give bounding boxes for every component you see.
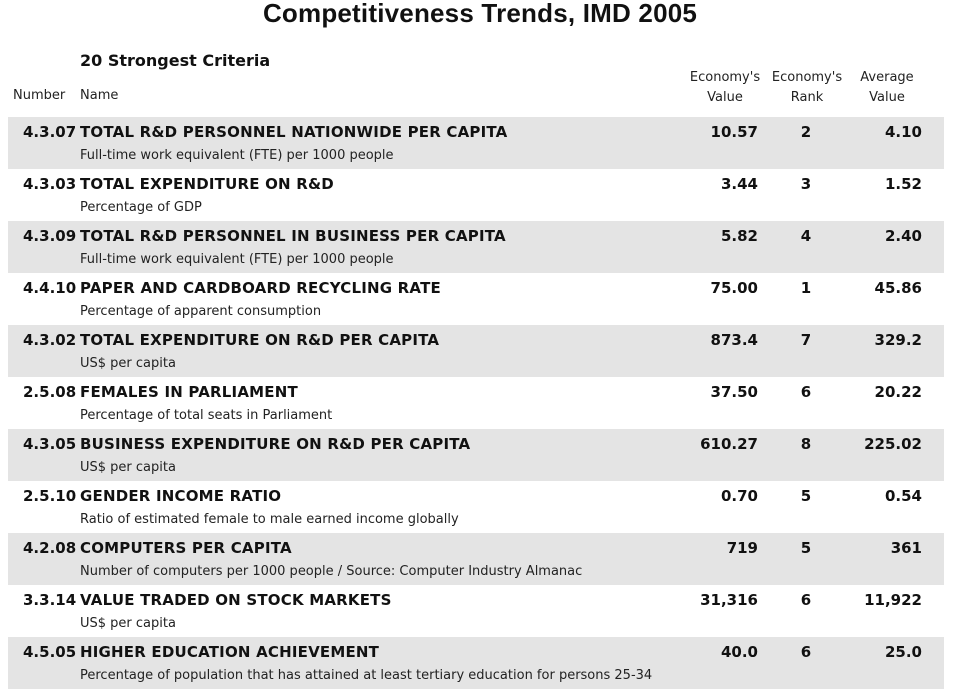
row-economy-value: 873.4 <box>710 331 758 349</box>
row-description: Percentage of GDP <box>80 200 202 215</box>
row-average-value: 4.10 <box>884 123 922 141</box>
row-description: Percentage of apparent consumption <box>80 304 322 319</box>
row-number: 4.3.07 <box>23 123 77 141</box>
row-number: 3.3.14 <box>23 591 77 609</box>
table-row: 4.3.03 TOTAL EXPENDITURE ON R&D 3.44 3 1.52 P… <box>8 169 944 221</box>
row-economy-rank: 1 <box>800 279 812 297</box>
row-number: 4.3.09 <box>23 227 77 245</box>
row-economy-rank: 8 <box>800 435 812 453</box>
table-body: 4.3.07 TOTAL R&D PERSONNEL NATIONWIDE PER… <box>8 117 944 689</box>
row-economy-rank: 3 <box>800 175 812 193</box>
row-economy-rank: 5 <box>800 487 812 505</box>
row-name: BUSINESS EXPENDITURE ON R&D PER CAPITA <box>80 435 471 453</box>
row-number: 2.5.10 <box>23 487 77 505</box>
table-row: 2.5.10 GENDER INCOME RATIO 0.70 5 0.54 Ratio … <box>8 481 944 533</box>
row-name: PAPER AND CARDBOARD RECYCLING RATE <box>80 279 441 297</box>
row-economy-value: 610.27 <box>700 435 758 453</box>
row-name: FEMALES IN PARLIAMENT <box>80 383 298 401</box>
row-description: Number of computers per 1000 people / So… <box>80 564 583 579</box>
row-name: HIGHER EDUCATION ACHIEVEMENT <box>80 643 380 661</box>
row-economy-rank: 4 <box>800 227 812 245</box>
row-name: TOTAL R&D PERSONNEL NATIONWIDE PER CAPIT… <box>80 123 508 141</box>
header-average-value: Average Value <box>852 68 922 108</box>
header-economy-value-line2: Value <box>707 90 743 105</box>
row-number: 4.3.02 <box>23 331 77 349</box>
row-name: TOTAL EXPENDITURE ON R&D PER CAPITA <box>80 331 440 349</box>
row-number: 4.3.05 <box>23 435 77 453</box>
header-number: Number <box>13 88 66 103</box>
table-row: 4.2.08 COMPUTERS PER CAPITA 719 5 361 Number … <box>8 533 944 585</box>
row-description: US$ per capita <box>80 616 176 631</box>
row-economy-rank: 6 <box>800 591 812 609</box>
header-name: Name <box>80 88 119 103</box>
table-row: 4.3.09 TOTAL R&D PERSONNEL IN BUSINESS PE… <box>8 221 944 273</box>
row-economy-value: 37.50 <box>710 383 758 401</box>
table-row: 4.4.10 PAPER AND CARDBOARD RECYCLING RATE… <box>8 273 944 325</box>
row-economy-value: 10.57 <box>710 123 758 141</box>
header-average-value-line1: Average <box>860 70 914 85</box>
row-description: US$ per capita <box>80 356 176 371</box>
row-description: Percentage of total seats in Parliament <box>80 408 333 423</box>
table-row: 3.3.14 VALUE TRADED ON STOCK MARKETS 31,31… <box>8 585 944 637</box>
row-average-value: 1.52 <box>884 175 922 193</box>
row-description: US$ per capita <box>80 460 176 475</box>
table-row: 4.3.07 TOTAL R&D PERSONNEL NATIONWIDE PER… <box>8 117 944 169</box>
section-title: 20 Strongest Criteria <box>80 51 271 70</box>
row-number: 2.5.08 <box>23 383 77 401</box>
table-row: 4.3.05 BUSINESS EXPENDITURE ON R&D PER CA… <box>8 429 944 481</box>
row-economy-value: 31,316 <box>700 591 758 609</box>
row-name: GENDER INCOME RATIO <box>80 487 282 505</box>
row-average-value: 361 <box>890 539 922 557</box>
header-average-value-line2: Value <box>869 90 905 105</box>
row-number: 4.2.08 <box>23 539 77 557</box>
row-economy-rank: 6 <box>800 643 812 661</box>
header-economy-value: Economy's Value <box>688 68 762 108</box>
row-description: Full-time work equivalent (FTE) per 1000… <box>80 252 394 267</box>
row-average-value: 20.22 <box>874 383 922 401</box>
page-title: Competitiveness Trends, IMD 2005 <box>262 0 698 28</box>
row-name: VALUE TRADED ON STOCK MARKETS <box>80 591 392 609</box>
header-economy-rank-line2: Rank <box>790 90 824 105</box>
row-description: Ratio of estimated female to male earned… <box>80 512 459 527</box>
row-number: 4.5.05 <box>23 643 77 661</box>
row-average-value: 25.0 <box>884 643 922 661</box>
row-average-value: 225.02 <box>864 435 922 453</box>
row-number: 4.3.03 <box>23 175 77 193</box>
header-economy-rank: Economy's Rank <box>770 68 844 108</box>
row-economy-value: 5.82 <box>720 227 758 245</box>
table-row: 4.3.02 TOTAL EXPENDITURE ON R&D PER CAPIT… <box>8 325 944 377</box>
row-economy-value: 0.70 <box>720 487 758 505</box>
row-economy-value: 40.0 <box>720 643 758 661</box>
row-average-value: 45.86 <box>874 279 922 297</box>
row-economy-rank: 5 <box>800 539 812 557</box>
row-number: 4.4.10 <box>23 279 77 297</box>
row-description: Full-time work equivalent (FTE) per 1000… <box>80 148 394 163</box>
header-economy-value-line1: Economy's <box>689 70 761 85</box>
row-average-value: 11,922 <box>864 591 922 609</box>
table-row: 2.5.08 FEMALES IN PARLIAMENT 37.50 6 20.22 Pe… <box>8 377 944 429</box>
row-average-value: 2.40 <box>884 227 922 245</box>
row-economy-value: 719 <box>726 539 758 557</box>
table-row: 4.5.05 HIGHER EDUCATION ACHIEVEMENT 40.0 6 2… <box>8 637 944 689</box>
row-economy-value: 3.44 <box>720 175 758 193</box>
row-average-value: 329.2 <box>874 331 922 349</box>
row-economy-rank: 6 <box>800 383 812 401</box>
row-economy-value: 75.00 <box>710 279 758 297</box>
row-description: Percentage of population that has attain… <box>80 668 653 683</box>
row-economy-rank: 7 <box>800 331 812 349</box>
row-name: TOTAL R&D PERSONNEL IN BUSINESS PER CAPI… <box>80 227 506 245</box>
row-average-value: 0.54 <box>884 487 922 505</box>
row-economy-rank: 2 <box>800 123 812 141</box>
row-name: TOTAL EXPENDITURE ON R&D <box>80 175 334 193</box>
header-economy-rank-line1: Economy's <box>771 70 843 85</box>
row-name: COMPUTERS PER CAPITA <box>80 539 292 557</box>
